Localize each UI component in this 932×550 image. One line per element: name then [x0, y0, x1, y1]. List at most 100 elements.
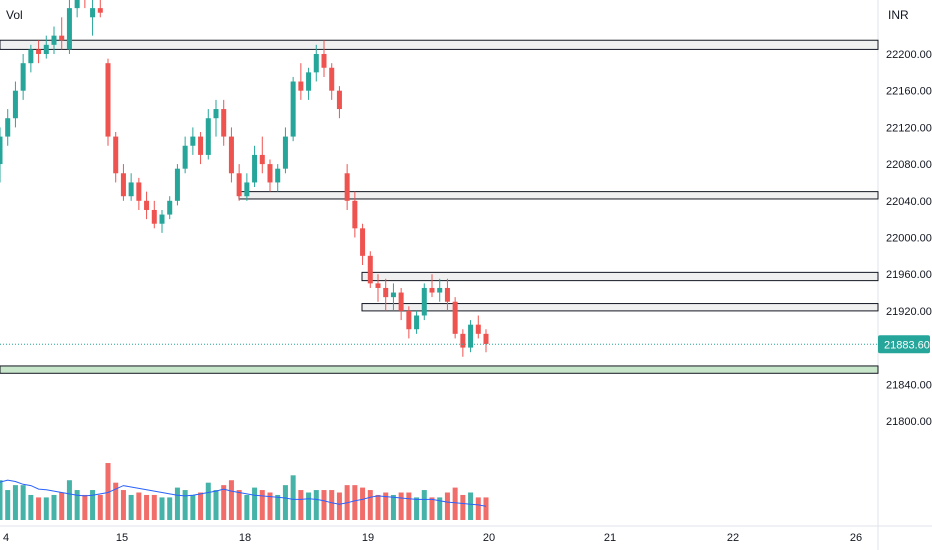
candle-body — [159, 214, 165, 224]
volume-bar — [275, 494, 281, 520]
volume-bar — [429, 497, 435, 520]
last-price-tag-box — [878, 335, 930, 354]
x-tick-label: 19 — [362, 532, 374, 544]
volume-label: Vol — [6, 8, 23, 22]
volume-bar — [12, 485, 18, 520]
candle-body — [252, 154, 258, 183]
candle-body — [367, 255, 373, 284]
y-tick-label: 21920.00 — [886, 306, 932, 318]
x-tick-label: 20 — [483, 532, 495, 544]
volume-bar — [367, 490, 373, 520]
candle-body — [198, 136, 204, 155]
volume-bar — [136, 492, 142, 520]
x-axis[interactable]: 4 15 18 19 20 21 22 26 — [3, 532, 862, 544]
candle-body — [120, 173, 126, 197]
candles-layer — [0, 0, 489, 357]
volume-bar — [159, 497, 165, 520]
candle-body — [221, 109, 227, 137]
candle-body — [59, 35, 65, 41]
candle-body — [475, 324, 481, 334]
resistance-zone — [361, 303, 879, 312]
volume-bar — [74, 490, 80, 520]
x-tick-label: 26 — [850, 532, 862, 544]
candle-body — [452, 301, 458, 334]
candle-body — [282, 136, 288, 169]
volume-bar — [244, 494, 250, 520]
x-tick-label: 21 — [604, 532, 616, 544]
volume-bar — [90, 490, 96, 520]
candle-body — [0, 136, 3, 165]
candle-body — [12, 90, 18, 119]
volume-bar — [128, 494, 134, 520]
candle-body — [429, 287, 435, 293]
volume-bar — [444, 492, 450, 520]
candle-body — [306, 72, 312, 91]
y-tick-label: 21960.00 — [886, 269, 932, 281]
candle-body — [213, 109, 219, 119]
candle-body — [259, 154, 265, 165]
candle-body — [182, 145, 188, 169]
volume-bar — [321, 490, 327, 520]
volume-bar — [406, 492, 412, 520]
candle-body — [421, 287, 427, 316]
volume-layer — [0, 463, 489, 520]
candle-body — [167, 200, 173, 215]
candle-body — [352, 200, 358, 229]
candle-body — [468, 324, 474, 348]
resistance-zone — [238, 191, 879, 200]
candle-body — [190, 136, 196, 146]
volume-bar — [236, 490, 242, 520]
volume-bar — [298, 490, 304, 520]
volume-bar — [105, 463, 111, 520]
volume-bar — [352, 485, 358, 520]
volume-bar — [205, 482, 211, 520]
volume-bar — [252, 487, 258, 520]
y-axis[interactable]: 22200.00 22160.00 22120.00 22080.00 22040.00… — [886, 49, 932, 428]
volume-bar — [167, 497, 173, 520]
volume-bar — [398, 492, 404, 520]
candle-body — [113, 136, 119, 174]
candle-body — [375, 283, 381, 288]
candle-body — [383, 287, 389, 298]
candle-body — [20, 63, 26, 91]
y-tick-label: 22000.00 — [886, 233, 932, 245]
volume-bar — [267, 492, 273, 520]
candle-body — [244, 182, 250, 197]
volume-bar — [51, 494, 57, 520]
candle-body — [298, 81, 304, 91]
candle-body — [437, 287, 443, 293]
candle-body — [151, 209, 157, 224]
last-price-tag: 21883.60 — [878, 335, 930, 354]
volume-bar — [390, 494, 396, 520]
y-tick-label: 21800.00 — [886, 416, 932, 428]
currency-label: INR — [888, 8, 909, 22]
support-zone — [0, 365, 879, 374]
volume-bar — [82, 494, 88, 520]
volume-bar — [221, 485, 227, 520]
volume-bar — [113, 482, 119, 520]
volume-bar — [468, 492, 474, 520]
volume-bar — [483, 497, 489, 520]
volume-bar — [198, 492, 204, 520]
candle-body — [5, 118, 11, 137]
volume-bar — [259, 490, 265, 520]
y-tick-label: 22160.00 — [886, 86, 932, 98]
volume-bar — [414, 497, 420, 520]
candle-body — [66, 8, 72, 50]
candle-body — [74, 0, 80, 9]
volume-bar — [336, 492, 342, 520]
candle-body — [460, 333, 466, 348]
volume-bar — [282, 485, 288, 520]
candle-body — [329, 67, 335, 91]
candle-body — [390, 292, 396, 298]
volume-bar — [182, 490, 188, 520]
x-tick-label: 15 — [116, 532, 128, 544]
candle-body — [97, 8, 103, 13]
x-tick-label: 4 — [3, 532, 9, 544]
volume-bar — [460, 494, 466, 520]
volume-bar — [375, 494, 381, 520]
candle-body — [321, 54, 327, 68]
volume-bar — [313, 490, 319, 520]
volume-bar — [452, 487, 458, 520]
